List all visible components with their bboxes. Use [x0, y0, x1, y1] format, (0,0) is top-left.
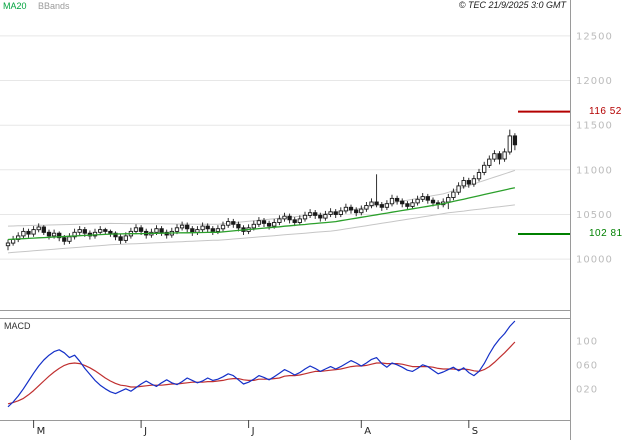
svg-text:J: J [143, 426, 147, 437]
resistance-level-label: 116 52 [589, 105, 622, 117]
svg-text:060: 060 [576, 360, 598, 371]
svg-text:100: 100 [576, 336, 598, 347]
svg-text:S: S [472, 426, 478, 437]
svg-text:11000: 11000 [576, 165, 613, 176]
svg-text:J: J [251, 426, 255, 437]
copyright-text: © TEC 21/9/2025 3:0 GMT [458, 0, 566, 10]
support-level-label: 102 81 [589, 228, 623, 239]
svg-text:11500: 11500 [576, 121, 613, 132]
macd-panel-label: MACD [4, 321, 31, 331]
ma20-legend-label: MA20 [3, 1, 27, 11]
svg-text:020: 020 [576, 384, 598, 395]
svg-text:M: M [37, 426, 46, 437]
svg-text:12000: 12000 [576, 76, 613, 87]
bbands-legend-label: BBands [38, 1, 70, 11]
svg-text:12500: 12500 [576, 31, 613, 42]
svg-text:10500: 10500 [576, 210, 613, 221]
svg-text:10000: 10000 [576, 255, 613, 266]
svg-text:A: A [364, 426, 371, 437]
